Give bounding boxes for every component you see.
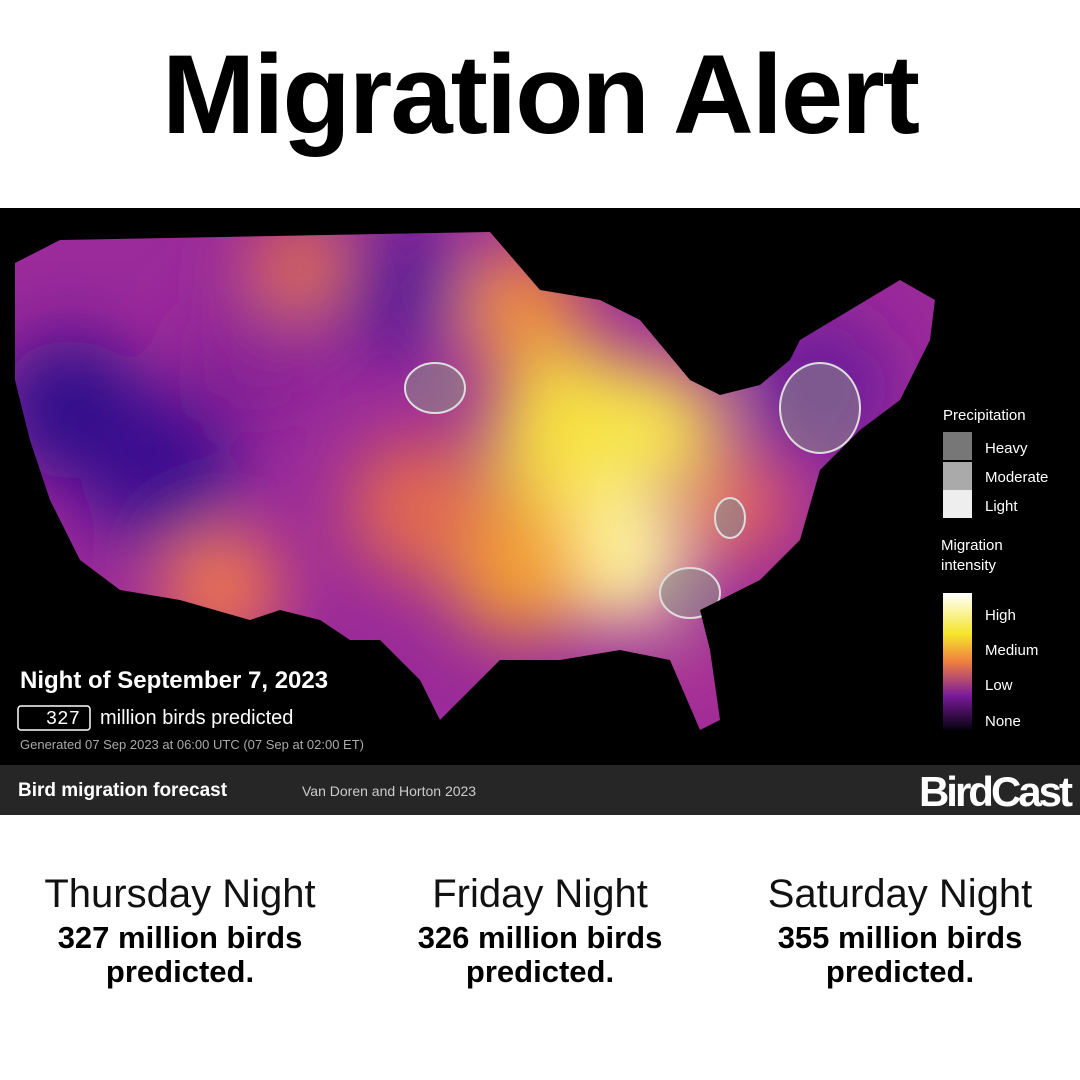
forecast-text: 355 million birds predicted. bbox=[777, 920, 1023, 989]
legend-title: Precipitation bbox=[943, 407, 1026, 424]
map: Precipitation Heavy Moderate Light Migra… bbox=[15, 232, 1048, 752]
forecast: Thursday Night 327 million birds predicte… bbox=[15, 872, 345, 989]
forecasts: Thursday Night 327 million birds predicte… bbox=[0, 872, 1080, 989]
footer: Bird migration forecast Van Doren and Ho… bbox=[0, 765, 1080, 815]
legend-item: Heavy bbox=[985, 440, 1028, 457]
legend-item: Medium bbox=[985, 642, 1038, 659]
footer-title: Bird migration forecast bbox=[18, 780, 228, 801]
count-box bbox=[17, 705, 91, 731]
credit: Van Doren and Horton 2023 bbox=[302, 783, 477, 799]
legend-item: Low bbox=[985, 677, 1013, 694]
legend-item: Moderate bbox=[985, 469, 1048, 486]
intensity-scale bbox=[943, 593, 972, 730]
generated: Generated 07 Sep 2023 at 06:00 UTC (07 S… bbox=[20, 737, 364, 752]
day: Thursday Night bbox=[44, 872, 316, 916]
precipitation bbox=[404, 362, 861, 619]
legend-item: Light bbox=[985, 498, 1018, 515]
date: Night of September 7, 2023 bbox=[20, 667, 328, 694]
legend-title: Migration intensity bbox=[941, 537, 1003, 574]
forecast-text: 326 million birds predicted. bbox=[417, 920, 663, 989]
swatch bbox=[943, 490, 972, 518]
count-label: million birds predicted bbox=[100, 707, 293, 729]
map-panel: Precipitation Heavy Moderate Light Migra… bbox=[0, 208, 1080, 765]
forecast-text: 327 million birds predicted. bbox=[57, 920, 303, 989]
count: 327 bbox=[46, 708, 80, 730]
title: Migration Alert bbox=[161, 32, 920, 157]
legend-item: High bbox=[985, 607, 1016, 624]
forecast: Saturday Night 355 million birds predicte… bbox=[735, 872, 1065, 989]
day: Friday Night bbox=[432, 872, 648, 916]
legend-item: None bbox=[985, 713, 1021, 730]
forecast: Friday Night 326 million birds predicted. bbox=[375, 872, 705, 989]
swatch bbox=[943, 432, 972, 460]
swatch bbox=[943, 462, 972, 490]
day: Saturday Night bbox=[767, 872, 1033, 916]
logo: BirdCast bbox=[918, 768, 1073, 815]
